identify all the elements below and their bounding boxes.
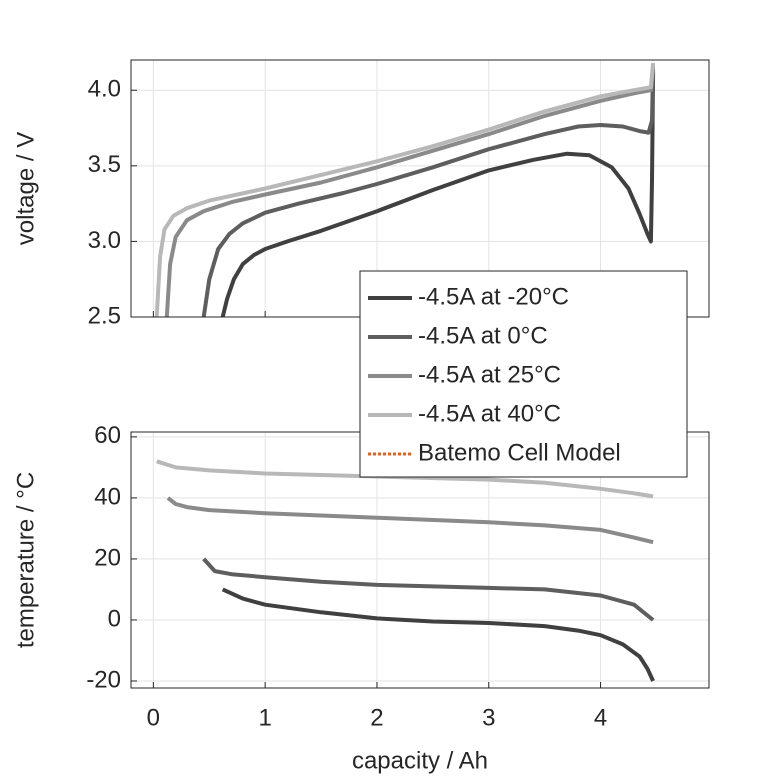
x-tick-label: 2 <box>370 704 383 731</box>
x-tick-label: 0 <box>147 704 160 731</box>
series-line <box>201 69 656 317</box>
series-line <box>221 587 655 682</box>
x-axis-label: capacity / Ah <box>352 747 488 774</box>
legend-label: Batemo Cell Model <box>418 439 621 466</box>
series-line <box>220 72 656 317</box>
series-line <box>202 557 655 622</box>
y-axis-label: temperature / °C <box>12 472 39 648</box>
series-line <box>154 62 656 317</box>
y-tick-label: 2.5 <box>88 302 121 329</box>
y-axis-label: voltage / V <box>12 132 39 245</box>
y-tick-label: 40 <box>94 483 121 510</box>
x-tick-label: 3 <box>482 704 495 731</box>
y-tick-label: 3.5 <box>88 151 121 178</box>
y-tick-label: 0 <box>108 605 121 632</box>
y-tick-label: 20 <box>94 544 121 571</box>
y-tick-label: -20 <box>86 666 121 693</box>
legend-label: -4.5A at 40°C <box>418 400 561 427</box>
series-line <box>164 65 656 317</box>
series-line <box>166 496 654 545</box>
legend-label: -4.5A at 25°C <box>418 361 561 388</box>
legend-label: -4.5A at 0°C <box>418 322 548 349</box>
series-line <box>156 459 654 499</box>
y-tick-label: 3.0 <box>88 227 121 254</box>
y-tick-label: 4.0 <box>88 76 121 103</box>
legend-box <box>359 270 688 478</box>
x-tick-label: 1 <box>258 704 271 731</box>
y-tick-label: 60 <box>94 422 121 449</box>
x-tick-label: 4 <box>594 704 607 731</box>
legend-label: -4.5A at -20°C <box>418 283 569 310</box>
